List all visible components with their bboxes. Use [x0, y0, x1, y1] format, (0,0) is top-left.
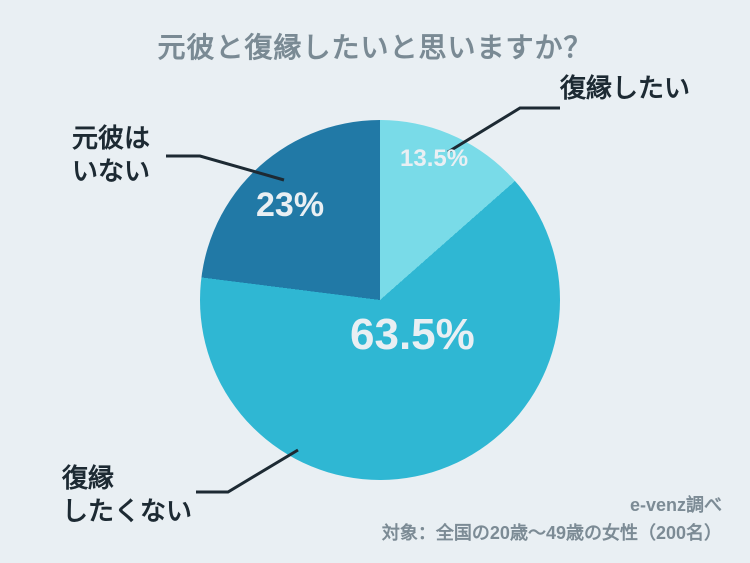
chart-stage: 元彼と復縁したいと思いますか？ 13.5% 63.5% 23% 復縁したい 元彼… [0, 0, 750, 563]
label-dont-want: 復縁したくない [62, 462, 192, 527]
label-want: 復縁したい [560, 72, 690, 105]
credit-text: e-venz調べ [630, 491, 722, 517]
leader-dont-want [196, 450, 298, 492]
pct-want: 13.5% [400, 145, 468, 173]
pct-no-ex: 23% [256, 186, 324, 225]
label-no-ex: 元彼はいない [72, 122, 150, 187]
subject-text: 対象：全国の20歳〜49歳の女性（200名） [382, 519, 722, 545]
leader-no-ex [166, 156, 284, 180]
pct-dont-want: 63.5% [350, 310, 475, 360]
